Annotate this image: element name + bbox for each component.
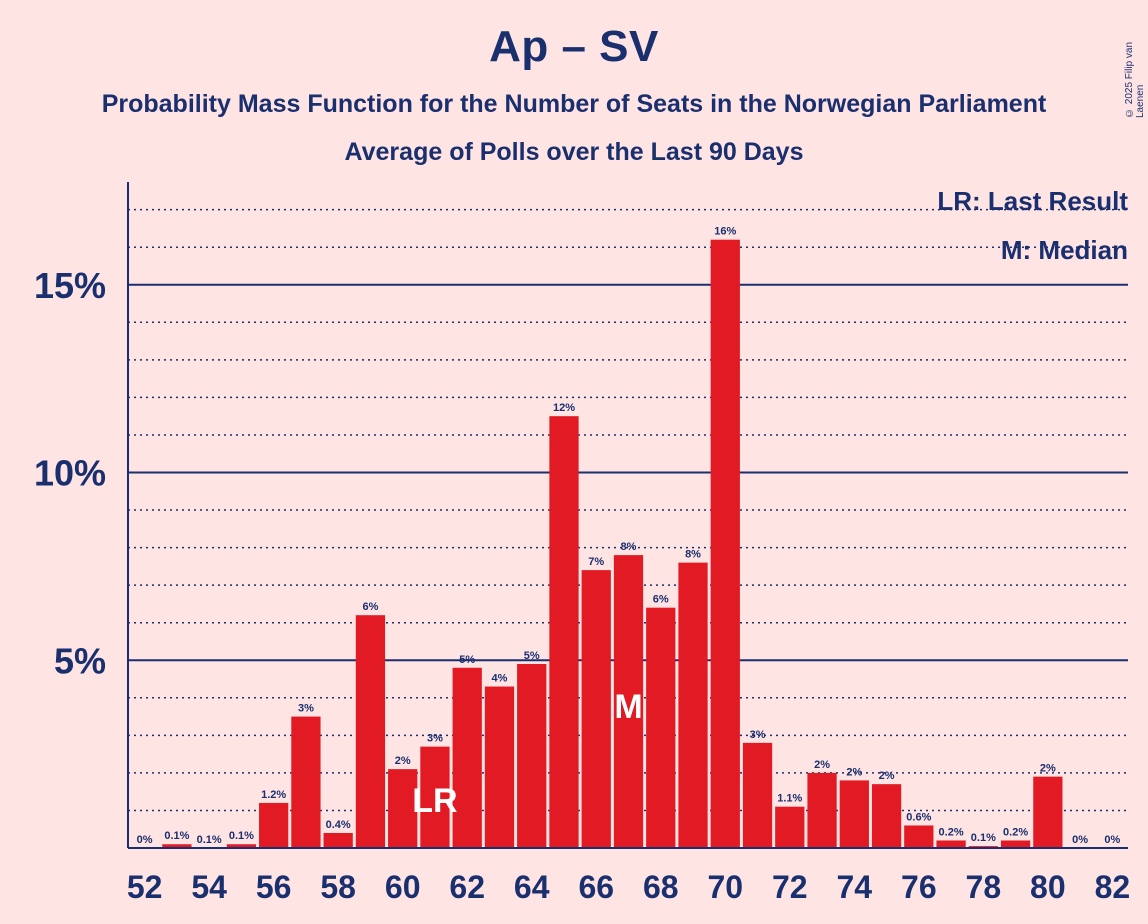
data-label: 0.1% xyxy=(971,832,996,844)
bar-seat-65 xyxy=(549,416,579,848)
data-label: 0% xyxy=(1104,834,1120,846)
bar-seat-75 xyxy=(871,784,902,848)
bar-seat-59 xyxy=(355,615,386,848)
data-label: 16% xyxy=(714,226,736,238)
x-tick-label: 70 xyxy=(707,869,743,905)
data-label: 2% xyxy=(1040,763,1056,775)
bar-seat-70 xyxy=(710,239,740,848)
bar-seat-73 xyxy=(807,772,837,848)
bar-seat-79 xyxy=(1000,840,1031,848)
data-label: 6% xyxy=(362,601,378,613)
data-label: 3% xyxy=(427,733,443,745)
data-label: 3% xyxy=(298,703,314,715)
bar-seat-53 xyxy=(162,844,192,848)
x-tick-label: 56 xyxy=(256,869,292,905)
y-tick-label: 15% xyxy=(34,265,106,306)
x-tick-label: 62 xyxy=(449,869,485,905)
bar-seat-67 xyxy=(613,555,644,848)
x-tick-label: 72 xyxy=(772,869,808,905)
bar-seat-68 xyxy=(646,607,676,848)
data-label: 0.4% xyxy=(326,819,351,831)
chart-subtitle-2: Average of Polls over the Last 90 Days xyxy=(344,138,804,166)
data-label: 0.1% xyxy=(164,830,189,842)
x-tick-label: 64 xyxy=(514,869,550,905)
data-label: 8% xyxy=(685,549,701,561)
x-tick-label: 66 xyxy=(578,869,614,905)
data-label: 1.1% xyxy=(777,793,802,805)
data-label: 6% xyxy=(653,594,669,606)
data-label: 3% xyxy=(750,729,766,741)
x-tick-label: 54 xyxy=(191,869,227,905)
x-tick-label: 58 xyxy=(320,869,356,905)
bar-seat-62 xyxy=(452,667,482,848)
legend-last-result: LR: Last Result xyxy=(937,186,1128,216)
bar-seat-61 xyxy=(420,746,450,848)
data-label: 4% xyxy=(492,673,508,685)
data-label: 0% xyxy=(1072,834,1088,846)
data-label: 2% xyxy=(879,770,895,782)
bar-seat-55 xyxy=(226,844,257,848)
bar-seat-72 xyxy=(775,806,805,848)
chart-subtitle: Probability Mass Function for the Number… xyxy=(101,90,1047,118)
data-label: 0.2% xyxy=(1003,826,1028,838)
bar-seat-57 xyxy=(291,716,321,848)
x-tick-label: 78 xyxy=(966,869,1002,905)
data-label: 0.2% xyxy=(939,826,964,838)
data-label: 8% xyxy=(621,541,637,553)
data-label: 5% xyxy=(459,654,475,666)
x-tick-label: 60 xyxy=(385,869,421,905)
bar-seat-63 xyxy=(484,686,515,848)
y-tick-label: 5% xyxy=(54,640,106,681)
data-label: 7% xyxy=(588,556,604,568)
bar-seat-56 xyxy=(259,802,289,848)
bar-seat-76 xyxy=(904,825,934,848)
data-label: 2% xyxy=(395,755,411,767)
data-label: 5% xyxy=(524,650,540,662)
bar-seat-66 xyxy=(581,570,611,848)
bar-seat-71 xyxy=(742,742,773,848)
data-label: 0.6% xyxy=(906,811,931,823)
x-tick-label: 52 xyxy=(127,869,163,905)
chart-title: Ap – SV xyxy=(489,22,659,71)
data-label: 0% xyxy=(137,834,153,846)
bar-seat-58 xyxy=(323,832,353,848)
x-tick-label: 76 xyxy=(901,869,937,905)
median-marker: M xyxy=(614,688,642,726)
last-result-marker: LR xyxy=(412,782,457,820)
x-tick-label: 80 xyxy=(1030,869,1066,905)
legend-median: M: Median xyxy=(1000,235,1128,265)
bar-seat-64 xyxy=(517,664,547,848)
x-tick-label: 68 xyxy=(643,869,679,905)
bar-seat-60 xyxy=(388,769,418,848)
data-label: 2% xyxy=(846,766,862,778)
data-label: 2% xyxy=(814,759,830,771)
bar-seat-80 xyxy=(1033,776,1063,848)
x-tick-label: 82 xyxy=(1095,869,1131,905)
data-label: 12% xyxy=(553,402,575,414)
bar-seat-77 xyxy=(936,840,966,848)
data-label: 0.1% xyxy=(197,834,222,846)
data-label: 1.2% xyxy=(261,789,286,801)
x-tick-label: 74 xyxy=(837,869,873,905)
bar-seat-74 xyxy=(839,780,869,848)
y-tick-label: 10% xyxy=(34,453,106,494)
data-label: 0.1% xyxy=(229,830,254,842)
bar-seat-69 xyxy=(678,562,708,848)
